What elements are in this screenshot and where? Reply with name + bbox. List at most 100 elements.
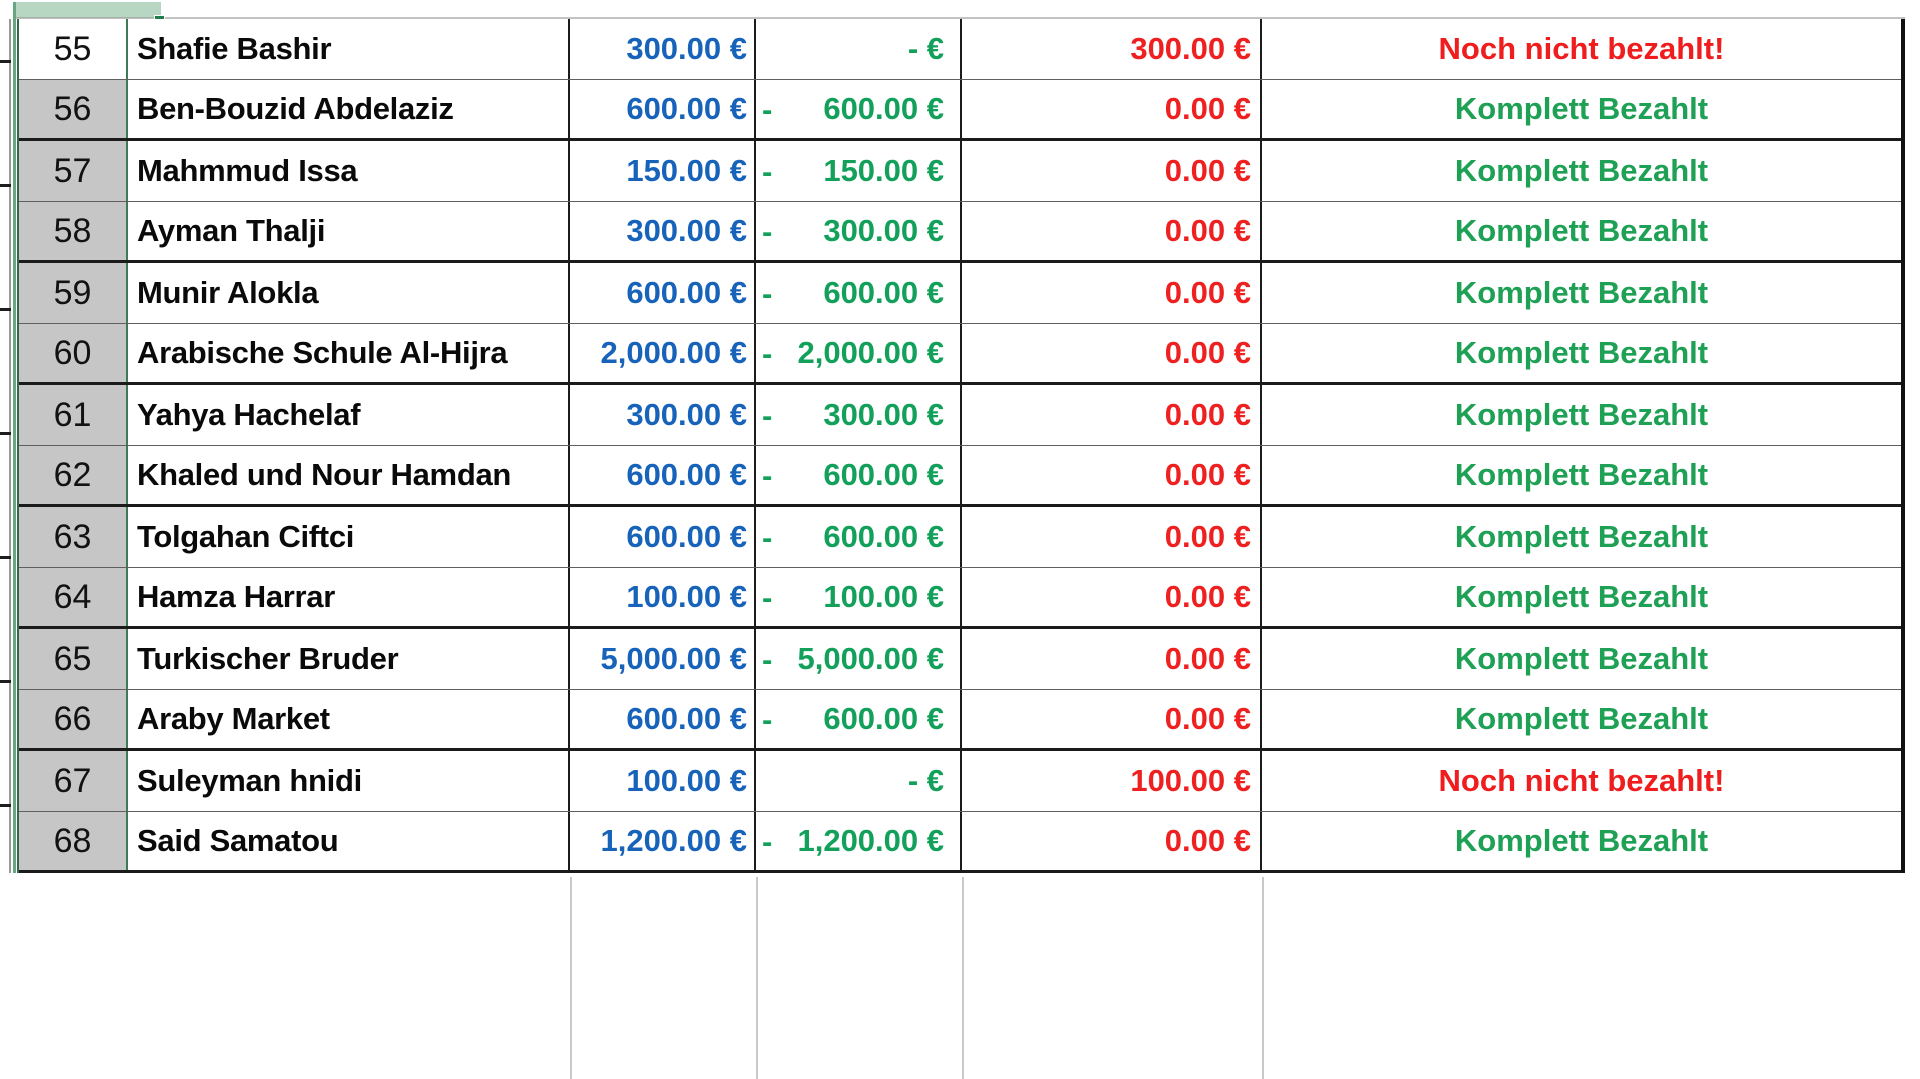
- row-header-number[interactable]: 67: [19, 751, 128, 811]
- cell-open-balance[interactable]: 0.00 €: [962, 568, 1262, 626]
- table-row[interactable]: 61 Yahya Hachelaf 300.00 € -300.00 €0.00 € K…: [19, 385, 1901, 446]
- table-row[interactable]: 58 Ayman Thalji 300.00 € -300.00 €0.00 € Kom…: [19, 202, 1901, 263]
- cell-amount[interactable]: 600.00 €: [570, 446, 756, 504]
- cell-amount[interactable]: 300.00 €: [570, 385, 756, 445]
- cell-paid[interactable]: -5,000.00 €: [756, 629, 962, 689]
- cell-name[interactable]: Ben-Bouzid Abdelaziz: [128, 80, 570, 138]
- cell-amount[interactable]: 1,200.00 €: [570, 812, 756, 870]
- row-header-number[interactable]: 56: [19, 80, 128, 138]
- row-header-number[interactable]: 66: [19, 690, 128, 748]
- cell-name[interactable]: Hamza Harrar: [128, 568, 570, 626]
- cell-name[interactable]: Suleyman hnidi: [128, 751, 570, 811]
- cell-open-balance[interactable]: 0.00 €: [962, 629, 1262, 689]
- selection-left-edge-inner: [17, 19, 19, 873]
- table-row[interactable]: 59 Munir Alokla 600.00 € -600.00 €0.00 € Kom…: [19, 263, 1901, 324]
- status-badge[interactable]: Komplett Bezahlt: [1454, 641, 1709, 676]
- cell-amount[interactable]: 100.00 €: [570, 751, 756, 811]
- row-header-number[interactable]: 59: [19, 263, 128, 323]
- cell-name[interactable]: Araby Market: [128, 690, 570, 748]
- status-badge[interactable]: Komplett Bezahlt: [1454, 91, 1709, 126]
- cell-name[interactable]: Said Samatou: [128, 812, 570, 870]
- cell-paid[interactable]: -1,200.00 €: [756, 812, 962, 870]
- cell-paid[interactable]: - 600.00 €: [756, 446, 962, 504]
- row-header-number[interactable]: 55: [19, 19, 128, 79]
- table-row[interactable]: 68 Said Samatou 1,200.00 € -1,200.00 €0.00 …: [19, 812, 1901, 873]
- table-row[interactable]: 62 Khaled und Nour Hamdan 600.00 € -600.00 …: [19, 446, 1901, 507]
- row-header-number[interactable]: 62: [19, 446, 128, 504]
- cell-open-balance[interactable]: 0.00 €: [962, 324, 1262, 382]
- status-badge[interactable]: Komplett Bezahlt: [1454, 823, 1709, 858]
- status-badge[interactable]: Komplett Bezahlt: [1454, 213, 1709, 248]
- row-header-number[interactable]: 61: [19, 385, 128, 445]
- status-badge[interactable]: Komplett Bezahlt: [1454, 579, 1709, 614]
- cell-open-balance[interactable]: 0.00 €: [962, 812, 1262, 870]
- cell-paid[interactable]: - 100.00 €: [756, 568, 962, 626]
- cell-open-balance[interactable]: 0.00 €: [962, 690, 1262, 748]
- cell-name[interactable]: Shafie Bashir: [128, 19, 570, 79]
- cell-name[interactable]: Arabische Schule Al-Hijra: [128, 324, 570, 382]
- table-row[interactable]: 64 Hamza Harrar 100.00 € -100.00 €0.00 € Kom…: [19, 568, 1901, 629]
- row-header-number[interactable]: 58: [19, 202, 128, 260]
- cell-name[interactable]: Tolgahan Ciftci: [128, 507, 570, 567]
- accounting-dash: -: [762, 213, 773, 249]
- cell-amount[interactable]: 600.00 €: [570, 507, 756, 567]
- row-header-number[interactable]: 64: [19, 568, 128, 626]
- table-row[interactable]: 60 Arabische Schule Al-Hijra 2,000.00 € -2,…: [19, 324, 1901, 385]
- cell-paid[interactable]: - 300.00 €: [756, 202, 962, 260]
- row-header-number[interactable]: 60: [19, 324, 128, 382]
- cell-name[interactable]: Munir Alokla: [128, 263, 570, 323]
- table-row[interactable]: 55 Shafie Bashir 300.00 € - €300.00 € Noch n…: [19, 19, 1901, 80]
- status-badge[interactable]: Komplett Bezahlt: [1454, 153, 1709, 188]
- cell-open-balance[interactable]: 300.00 €: [962, 19, 1262, 79]
- table-row[interactable]: 67 Suleyman hnidi 100.00 € - €100.00 € Noch …: [19, 751, 1901, 812]
- cell-amount[interactable]: 2,000.00 €: [570, 324, 756, 382]
- cell-name[interactable]: Yahya Hachelaf: [128, 385, 570, 445]
- status-badge[interactable]: Noch nicht bezahlt!: [1438, 763, 1725, 798]
- cell-open-balance[interactable]: 0.00 €: [962, 202, 1262, 260]
- status-badge[interactable]: Komplett Bezahlt: [1454, 335, 1709, 370]
- cell-open-balance[interactable]: 0.00 €: [962, 263, 1262, 323]
- cell-amount[interactable]: 150.00 €: [570, 141, 756, 201]
- cell-paid[interactable]: - 600.00 €: [756, 690, 962, 748]
- status-badge[interactable]: Noch nicht bezahlt!: [1438, 31, 1725, 66]
- cell-amount[interactable]: 600.00 €: [570, 80, 756, 138]
- cell-paid[interactable]: - 300.00 €: [756, 385, 962, 445]
- cell-open-balance[interactable]: 0.00 €: [962, 385, 1262, 445]
- cell-amount[interactable]: 5,000.00 €: [570, 629, 756, 689]
- status-badge[interactable]: Komplett Bezahlt: [1454, 397, 1709, 432]
- cell-name[interactable]: Khaled und Nour Hamdan: [128, 446, 570, 504]
- status-badge[interactable]: Komplett Bezahlt: [1454, 457, 1709, 492]
- cell-amount[interactable]: 300.00 €: [570, 202, 756, 260]
- cell-name[interactable]: Ayman Thalji: [128, 202, 570, 260]
- table-row[interactable]: 65 Turkischer Bruder 5,000.00 € -5,000.00 €…: [19, 629, 1901, 690]
- status-badge[interactable]: Komplett Bezahlt: [1454, 701, 1709, 736]
- table-row[interactable]: 63 Tolgahan Ciftci 600.00 € -600.00 €0.00 €…: [19, 507, 1901, 568]
- cell-paid[interactable]: - 600.00 €: [756, 507, 962, 567]
- cell-paid[interactable]: - 600.00 €: [756, 80, 962, 138]
- cell-open-balance[interactable]: 0.00 €: [962, 141, 1262, 201]
- cell-open-balance[interactable]: 100.00 €: [962, 751, 1262, 811]
- cell-paid[interactable]: - 600.00 €: [756, 263, 962, 323]
- row-header-number[interactable]: 57: [19, 141, 128, 201]
- cell-amount[interactable]: 300.00 €: [570, 19, 756, 79]
- table-row[interactable]: 57 Mahmmud Issa 150.00 € -150.00 €0.00 € Kom…: [19, 141, 1901, 202]
- cell-open-balance[interactable]: 0.00 €: [962, 507, 1262, 567]
- cell-name[interactable]: Mahmmud Issa: [128, 141, 570, 201]
- cell-amount[interactable]: 600.00 €: [570, 263, 756, 323]
- cell-open-balance[interactable]: 0.00 €: [962, 446, 1262, 504]
- table-row[interactable]: 66 Araby Market 600.00 € -600.00 €0.00 € Kom…: [19, 690, 1901, 751]
- cell-name[interactable]: Turkischer Bruder: [128, 629, 570, 689]
- cell-amount[interactable]: 600.00 €: [570, 690, 756, 748]
- cell-paid[interactable]: - €: [756, 751, 962, 811]
- table-row[interactable]: 56 Ben-Bouzid Abdelaziz 600.00 € -600.00 €0…: [19, 80, 1901, 141]
- status-badge[interactable]: Komplett Bezahlt: [1454, 519, 1709, 554]
- cell-paid[interactable]: - €: [756, 19, 962, 79]
- cell-paid[interactable]: - 150.00 €: [756, 141, 962, 201]
- row-header-number[interactable]: 65: [19, 629, 128, 689]
- row-header-number[interactable]: 63: [19, 507, 128, 567]
- cell-open-balance[interactable]: 0.00 €: [962, 80, 1262, 138]
- cell-amount[interactable]: 100.00 €: [570, 568, 756, 626]
- status-badge[interactable]: Komplett Bezahlt: [1454, 275, 1709, 310]
- cell-paid[interactable]: -2,000.00 €: [756, 324, 962, 382]
- row-header-number[interactable]: 68: [19, 812, 128, 870]
